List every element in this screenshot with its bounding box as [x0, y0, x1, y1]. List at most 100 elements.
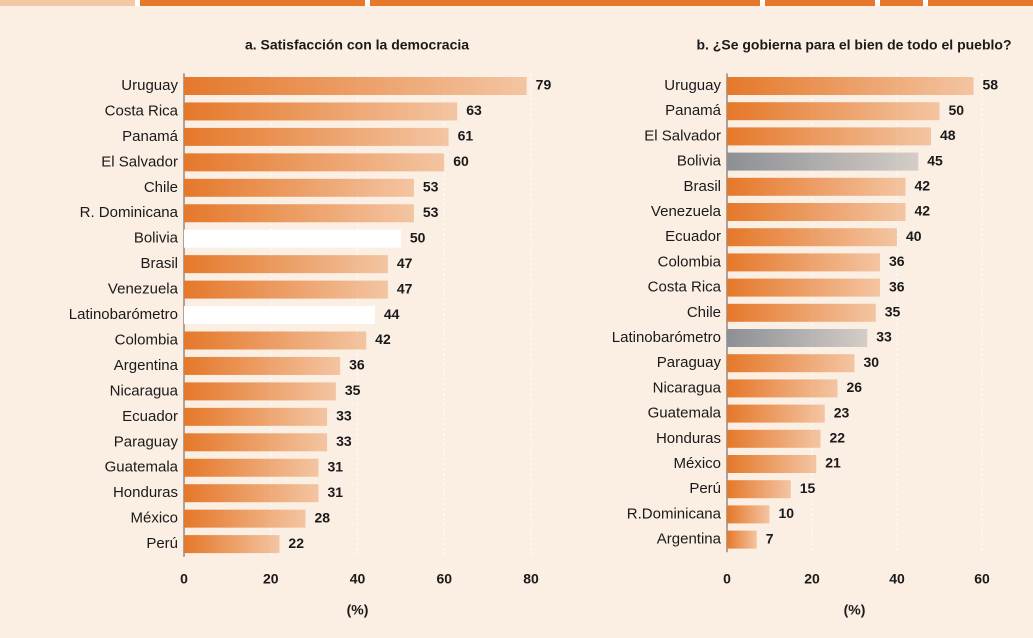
bar — [727, 404, 825, 423]
bar — [184, 255, 388, 274]
value-label: 33 — [336, 408, 352, 424]
category-label: Perú — [146, 535, 178, 552]
category-label: Venezuela — [651, 203, 722, 220]
category-label: Latinobarómetro — [612, 329, 721, 346]
value-label: 22 — [288, 535, 304, 551]
category-label: Perú — [689, 480, 721, 497]
bar — [184, 153, 445, 172]
value-label: 45 — [927, 152, 943, 168]
category-label: Panamá — [122, 128, 179, 145]
category-label: México — [130, 510, 178, 527]
bar — [727, 379, 838, 398]
value-label: 53 — [423, 204, 439, 220]
value-label: 35 — [885, 304, 901, 320]
x-axis-label: (%) — [347, 602, 369, 618]
value-label: 58 — [983, 77, 999, 93]
value-label: 60 — [453, 153, 469, 169]
value-label: 23 — [834, 404, 850, 420]
x-tick-label: 20 — [804, 571, 820, 587]
category-label: Brasil — [683, 178, 721, 195]
bar — [184, 229, 401, 248]
value-label: 33 — [876, 329, 892, 345]
category-label: Guatemala — [105, 459, 179, 476]
x-tick-label: 0 — [180, 571, 188, 587]
bar — [184, 102, 458, 121]
bar — [727, 303, 876, 322]
bar — [727, 329, 868, 347]
category-label: Nicaragua — [110, 382, 179, 399]
category-label: Argentina — [657, 531, 722, 548]
category-label: Ecuador — [122, 408, 178, 425]
category-label: Bolivia — [134, 230, 179, 247]
value-label: 22 — [830, 430, 846, 446]
bar — [727, 102, 940, 121]
bar — [727, 228, 897, 247]
bar — [184, 331, 367, 350]
x-tick-label: 60 — [974, 571, 990, 587]
category-label: Chile — [687, 304, 721, 321]
category-label: Paraguay — [114, 433, 179, 450]
header-tab — [140, 0, 365, 6]
bar — [727, 127, 931, 146]
x-axis-label: (%) — [844, 602, 866, 618]
category-label: Costa Rica — [648, 279, 722, 296]
bar — [184, 178, 414, 197]
value-label: 48 — [940, 127, 956, 143]
bar — [727, 152, 919, 171]
bar — [727, 77, 974, 95]
bar — [184, 204, 414, 223]
category-label: Chile — [144, 179, 178, 196]
bar — [727, 530, 757, 549]
category-label: Brasil — [140, 255, 178, 272]
value-label: 30 — [864, 354, 880, 370]
category-label: Paraguay — [657, 354, 722, 371]
value-label: 50 — [949, 102, 965, 118]
value-label: 15 — [800, 480, 816, 496]
value-label: 10 — [779, 505, 795, 521]
bar — [727, 505, 770, 524]
category-label: Nicaragua — [653, 379, 722, 396]
category-label: Uruguay — [121, 77, 178, 94]
value-label: 35 — [345, 382, 361, 398]
x-tick-label: 80 — [523, 571, 539, 587]
value-label: 79 — [536, 77, 552, 93]
header-tab — [765, 0, 875, 6]
value-label: 31 — [327, 458, 343, 474]
bar — [184, 484, 319, 503]
bar — [727, 203, 906, 221]
category-label: Honduras — [113, 484, 178, 501]
category-label: Honduras — [656, 430, 721, 447]
value-label: 31 — [327, 484, 343, 500]
chart-title: a. Satisfacción con la democracia — [245, 37, 469, 53]
x-tick-label: 40 — [350, 571, 366, 587]
bar — [184, 306, 375, 325]
bar — [727, 278, 880, 297]
header-tab — [928, 0, 1033, 6]
value-label: 63 — [466, 102, 482, 118]
bar — [184, 535, 280, 554]
value-label: 42 — [375, 331, 391, 347]
bar — [184, 280, 388, 299]
value-label: 61 — [458, 128, 474, 144]
category-label: El Salvador — [101, 153, 178, 170]
bar — [184, 458, 319, 477]
bar — [727, 455, 817, 473]
category-label: Venezuela — [108, 281, 179, 298]
x-tick-label: 20 — [263, 571, 279, 587]
category-label: Bolivia — [677, 153, 722, 170]
bar — [727, 177, 906, 196]
value-label: 53 — [423, 179, 439, 195]
value-label: 50 — [410, 229, 426, 245]
x-tick-label: 0 — [723, 571, 731, 587]
bar — [184, 509, 306, 528]
bar — [184, 127, 449, 146]
value-label: 47 — [397, 280, 413, 296]
value-label: 28 — [314, 509, 330, 525]
bar — [184, 356, 341, 375]
value-label: 42 — [915, 178, 931, 194]
value-label: 47 — [397, 255, 413, 271]
category-label: Colombia — [115, 331, 179, 348]
bar — [184, 77, 527, 95]
category-label: Argentina — [114, 357, 179, 374]
